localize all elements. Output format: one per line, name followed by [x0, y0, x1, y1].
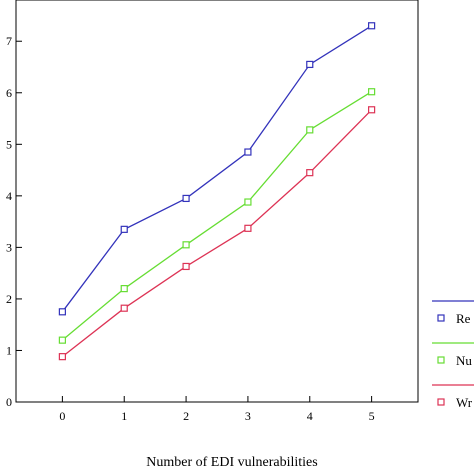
y-tick-label: 4 — [6, 189, 12, 203]
x-tick-label: 0 — [59, 409, 65, 423]
series-line-nu — [61, 91, 372, 341]
data-point-marker — [244, 224, 252, 232]
x-tick-label: 1 — [121, 409, 127, 423]
data-point-marker — [120, 304, 128, 312]
x-axis-title: Number of EDI vulnerabilities — [146, 455, 317, 470]
data-point-marker — [244, 198, 252, 206]
x-tick-label: 2 — [183, 409, 189, 423]
data-point-marker — [58, 353, 66, 361]
y-tick-label: 1 — [6, 343, 12, 357]
y-tick-label: 3 — [6, 240, 12, 254]
plot-area-frame — [15, 0, 419, 403]
legend-swatch-marker — [437, 314, 445, 322]
data-point-marker — [368, 88, 376, 96]
data-point-marker — [182, 194, 190, 203]
data-point-marker — [182, 262, 190, 271]
y-tick-label: 6 — [6, 86, 12, 100]
legend-label: Re — [456, 311, 471, 326]
x-axis: 0 1 2 3 4 5 — [59, 396, 375, 423]
data-point-marker — [182, 241, 190, 249]
legend-label: Nu — [456, 353, 472, 368]
series-line-re — [61, 25, 372, 313]
data-point-marker — [120, 285, 128, 293]
series-layer — [58, 22, 376, 361]
data-point-marker — [58, 308, 66, 316]
y-tick-label: 2 — [6, 292, 12, 306]
x-tick-label: 5 — [369, 409, 375, 423]
legend-swatch-marker — [437, 356, 445, 364]
data-point-marker — [368, 106, 376, 114]
series-line-wr — [61, 109, 373, 358]
data-point-marker — [244, 148, 252, 156]
data-point-marker — [306, 60, 314, 69]
y-tick-label: 5 — [6, 137, 12, 151]
x-tick-label: 3 — [245, 409, 251, 423]
y-axis: 0 1 2 3 4 5 6 7 — [6, 34, 22, 409]
y-tick-label: 7 — [6, 34, 12, 48]
data-point-marker — [306, 126, 314, 134]
legend: Re Nu Wr — [432, 300, 474, 410]
data-point-marker — [120, 225, 128, 233]
data-point-marker — [306, 169, 314, 177]
data-point-marker — [368, 22, 376, 30]
x-tick-label: 4 — [307, 409, 313, 423]
data-point-marker — [58, 336, 66, 344]
legend-swatch-marker — [437, 398, 445, 406]
legend-label: Wr — [456, 395, 473, 410]
y-tick-label: 0 — [6, 395, 12, 409]
